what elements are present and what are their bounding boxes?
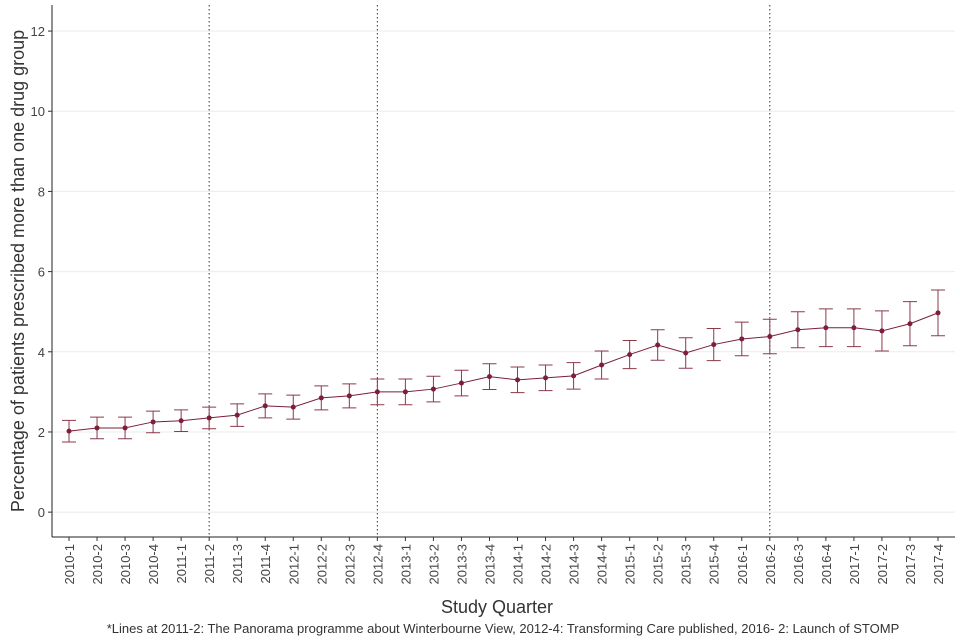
point [795, 327, 801, 333]
y-tick-label: 12 [31, 24, 45, 39]
x-tick-label: 2015-3 [679, 544, 694, 584]
point [683, 350, 689, 356]
point [767, 334, 773, 340]
x-tick-label: 2013-2 [426, 544, 441, 584]
x-tick-label: 2014-4 [595, 544, 610, 584]
point [234, 412, 240, 418]
point [599, 362, 605, 368]
point [571, 373, 577, 379]
x-tick-label: 2013-1 [398, 544, 413, 584]
x-tick-label: 2015-1 [623, 544, 638, 584]
point [122, 425, 128, 431]
x-tick-label: 2011-3 [230, 544, 245, 584]
caption: *Lines at 2011-2: The Panorama programme… [107, 621, 900, 636]
point [318, 395, 324, 401]
point [655, 342, 661, 348]
x-tick-label: 2010-1 [62, 544, 77, 584]
point [430, 386, 436, 392]
y-tick-label: 4 [38, 345, 45, 360]
point [66, 428, 72, 434]
point [935, 310, 941, 316]
point [262, 403, 268, 409]
point [515, 377, 521, 383]
x-tick-label: 2016-2 [763, 544, 778, 584]
x-tick-label: 2010-3 [118, 544, 133, 584]
x-tick-label: 2015-2 [651, 544, 666, 584]
x-tick-label: 2011-4 [258, 544, 273, 584]
y-tick-label: 0 [38, 505, 45, 520]
y-tick-label: 2 [38, 425, 45, 440]
x-tick-label: 2013-3 [454, 544, 469, 584]
point [178, 418, 184, 424]
point [823, 325, 829, 331]
x-tick-label: 2017-4 [931, 544, 946, 584]
point [543, 375, 549, 381]
x-tick-label: 2012-4 [370, 544, 385, 584]
point [879, 328, 885, 334]
x-tick-label: 2016-1 [735, 544, 750, 584]
point [402, 389, 408, 395]
x-tick-label: 2014-1 [511, 544, 526, 584]
x-tick-label: 2014-3 [567, 544, 582, 584]
point [94, 425, 100, 431]
point [851, 325, 857, 331]
x-tick-label: 2016-4 [819, 544, 834, 584]
point [907, 321, 913, 327]
point [346, 393, 352, 399]
x-tick-label: 2015-4 [707, 544, 722, 584]
x-tick-label: 2016-3 [791, 544, 806, 584]
point [627, 352, 633, 358]
point [739, 336, 745, 342]
point [458, 380, 464, 386]
point [374, 389, 380, 395]
x-tick-label: 2011-2 [202, 544, 217, 584]
x-tick-label: 2017-2 [875, 544, 890, 584]
x-tick-label: 2014-2 [539, 544, 554, 584]
x-tick-label: 2013-4 [482, 544, 497, 584]
y-tick-label: 8 [38, 184, 45, 199]
point [711, 342, 717, 348]
series-line [68, 312, 939, 432]
x-tick-label: 2012-3 [342, 544, 357, 584]
point [290, 404, 296, 410]
x-tick-label: 2010-4 [146, 544, 161, 584]
y-axis-label: Percentage of patients prescribed more t… [8, 30, 28, 512]
y-tick-label: 10 [31, 104, 45, 119]
x-tick-label: 2010-2 [90, 544, 105, 584]
point [486, 374, 492, 380]
x-tick-label: 2017-1 [847, 544, 862, 584]
x-tick-label: 2017-3 [903, 544, 918, 584]
point [206, 415, 212, 421]
x-axis-label: Study Quarter [441, 597, 553, 617]
y-tick-label: 6 [38, 265, 45, 280]
point [150, 419, 156, 425]
x-tick-label: 2012-2 [314, 544, 329, 584]
x-tick-label: 2012-1 [286, 544, 301, 584]
x-tick-label: 2011-1 [174, 544, 189, 584]
